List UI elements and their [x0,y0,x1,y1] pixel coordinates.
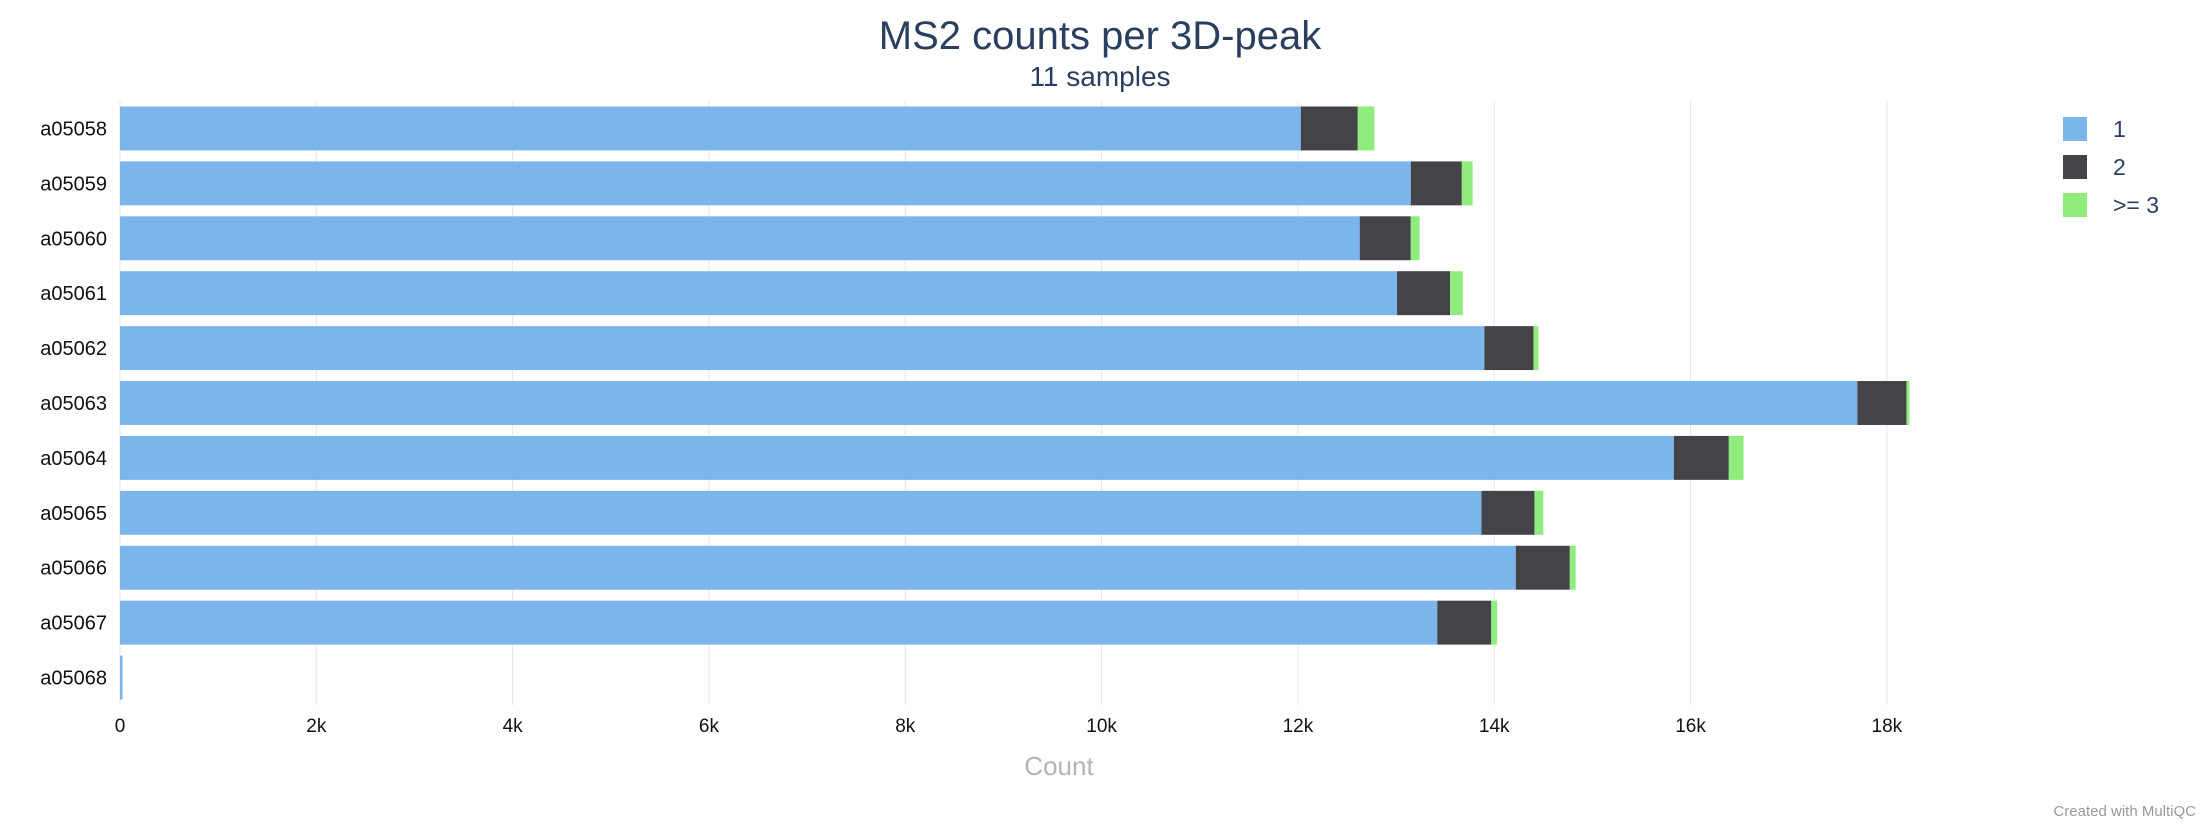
bar-segment [1906,381,1910,425]
bar-segment [120,161,1411,206]
bar-segment [120,545,1516,590]
bar-segment [1857,381,1907,425]
x-tick-label: 12k [1283,716,1314,737]
bar-segment [1437,600,1492,645]
category-label: a05063 [40,393,107,415]
bar-segment [120,435,1674,480]
bar-segment [120,600,1438,645]
credit-text: Created with MultiQC [2053,803,2196,820]
legend-label: 1 [2113,116,2126,142]
bar-segment [1481,490,1535,535]
x-tick-label: 14k [1479,716,1510,737]
x-axis-ticks: 0 2k 4k 6k 8k 10k 12k 14k 16k 18k [115,716,1903,737]
legend-swatch [2063,193,2087,217]
bar-segment [120,216,1360,261]
chart-title: MS2 counts per 3D-peak [879,14,1322,58]
chart-subtitle: 11 samples [1029,61,1170,92]
category-label: a05062 [40,338,107,360]
x-tick-label: 0 [115,716,126,737]
bar-segment [1484,326,1534,371]
bar-segment [1450,271,1463,316]
legend-label: >= 3 [2113,192,2159,218]
x-tick-label: 2k [306,716,327,737]
category-label: a05066 [40,558,107,580]
category-label: a05060 [40,228,107,250]
bar-segment [1410,216,1420,261]
category-labels: a05058 a05059 a05060 a05061 a05062 a05063 a050… [40,118,107,689]
x-tick-label: 6k [699,716,720,737]
bar-segment [1357,106,1375,151]
bar-segment [120,271,1398,316]
x-axis-title: Count [1024,751,1094,781]
legend-swatch [2063,155,2087,179]
bar-segment [120,326,1485,371]
legend-swatch [2063,117,2087,141]
category-label: a05068 [40,668,107,690]
bar-segment [120,490,1482,535]
bars [120,106,1910,700]
bar-segment [120,106,1301,151]
bar-segment [1533,326,1539,371]
category-label: a05065 [40,503,107,525]
bar-segment [1728,435,1744,480]
category-label: a05064 [40,448,107,470]
x-tick-label: 4k [503,716,524,737]
bar-segment [1410,161,1462,206]
bar-segment [120,655,123,700]
bar-segment [1359,216,1411,261]
category-label: a05061 [40,283,107,305]
bar-segment [120,381,1858,425]
bar-segment [1397,271,1451,316]
category-label: a05067 [40,613,107,635]
x-tick-label: 10k [1086,716,1117,737]
bar-segment [1569,545,1576,590]
bar-segment [1300,106,1358,151]
x-tick-label: 16k [1675,716,1706,737]
category-label: a05059 [40,173,107,195]
x-tick-label: 8k [895,716,916,737]
bar-segment [1534,490,1544,535]
bar-segment [1515,545,1570,590]
bar-segment [1673,435,1729,480]
legend-label: 2 [2113,154,2126,180]
legend: 1 2 >= 3 [2063,116,2159,218]
bar-segment [1461,161,1473,206]
bar-segment [1491,600,1498,645]
x-tick-label: 18k [1872,716,1903,737]
category-label: a05058 [40,118,107,140]
